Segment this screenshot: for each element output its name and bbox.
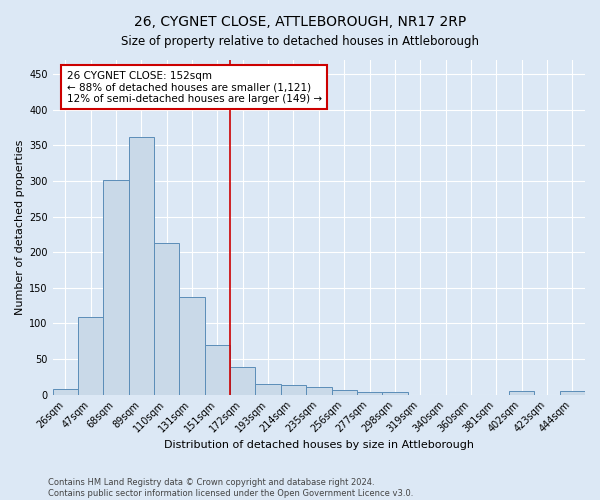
Bar: [230, 367, 256, 394]
Bar: [103, 180, 129, 394]
Text: 26 CYGNET CLOSE: 152sqm
← 88% of detached houses are smaller (1,121)
12% of semi: 26 CYGNET CLOSE: 152sqm ← 88% of detache…: [67, 70, 322, 104]
X-axis label: Distribution of detached houses by size in Attleborough: Distribution of detached houses by size …: [164, 440, 474, 450]
Bar: [53, 389, 78, 394]
Bar: [129, 137, 154, 394]
Bar: [179, 297, 205, 394]
Bar: [332, 390, 357, 394]
Bar: [509, 391, 535, 394]
Bar: [78, 317, 103, 394]
Text: Size of property relative to detached houses in Attleborough: Size of property relative to detached ho…: [121, 35, 479, 48]
Bar: [256, 384, 281, 394]
Bar: [357, 392, 382, 394]
Bar: [560, 391, 585, 394]
Y-axis label: Number of detached properties: Number of detached properties: [15, 140, 25, 315]
Bar: [281, 386, 306, 394]
Text: Contains HM Land Registry data © Crown copyright and database right 2024.
Contai: Contains HM Land Registry data © Crown c…: [48, 478, 413, 498]
Bar: [154, 243, 179, 394]
Bar: [205, 345, 230, 395]
Bar: [306, 388, 332, 394]
Bar: [382, 392, 407, 394]
Text: 26, CYGNET CLOSE, ATTLEBOROUGH, NR17 2RP: 26, CYGNET CLOSE, ATTLEBOROUGH, NR17 2RP: [134, 15, 466, 29]
